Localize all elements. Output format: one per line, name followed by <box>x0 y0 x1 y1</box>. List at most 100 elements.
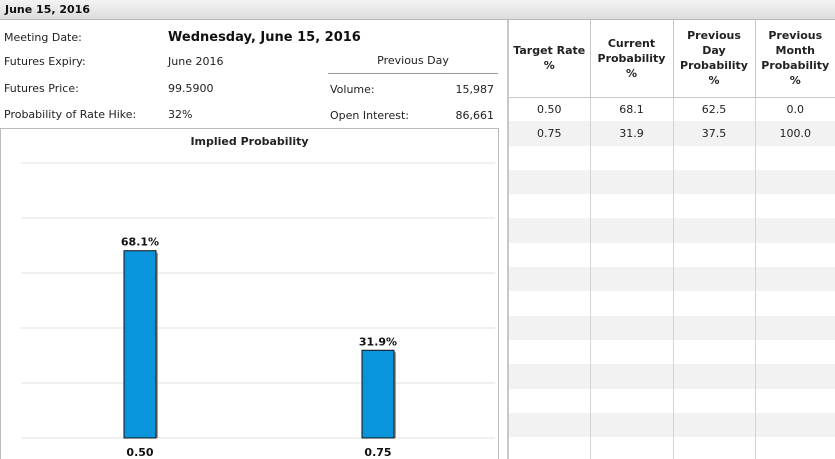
table-row <box>509 291 835 316</box>
table-cell <box>509 267 591 292</box>
table-row <box>509 194 835 219</box>
panel-divider <box>507 20 509 459</box>
table-cell <box>509 291 591 316</box>
table-cell <box>755 364 835 389</box>
table-cell: 37.5 <box>673 121 756 146</box>
table-cell: 0.50 <box>509 97 591 122</box>
open-interest-value: 86,661 <box>455 109 495 122</box>
table-cell <box>590 169 674 195</box>
chart-bar <box>123 250 157 439</box>
table-cell <box>590 315 674 340</box>
table-cell <box>590 218 674 243</box>
chart-bar <box>361 349 395 439</box>
table-cell <box>509 437 591 459</box>
table-cell <box>755 291 835 315</box>
table-cell: 68.1 <box>590 97 674 122</box>
table-cell <box>509 145 591 170</box>
table-row <box>509 364 835 389</box>
table-cell <box>509 412 591 438</box>
summary-panel: Meeting Date: Wednesday, June 15, 2016 F… <box>0 20 507 459</box>
table-row <box>509 267 835 292</box>
table-cell <box>755 267 835 292</box>
implied-probability-chart: 68.1% 0.50 31.9% 0.75 Implied Probability <box>0 128 499 459</box>
table-cell <box>673 315 756 340</box>
table-cell <box>755 437 835 459</box>
table-cell <box>590 242 674 268</box>
table-cell <box>590 291 674 316</box>
open-interest-label: Open Interest: <box>330 109 409 122</box>
table-cell <box>509 194 591 219</box>
probability-table-panel: Target Rate % Current Probability % Previo… <box>509 20 835 459</box>
table-header-cell[interactable]: Previous Day Probability % <box>673 20 756 98</box>
futures-expiry-label: Futures Expiry: <box>4 55 86 68</box>
prob-hike-label: Probability of Rate Hike: <box>4 108 137 121</box>
table-cell <box>590 145 674 170</box>
chart-data-label: 31.9% <box>359 335 397 348</box>
table-cell: 31.9 <box>590 121 674 146</box>
previous-day-header: Previous Day <box>328 52 498 74</box>
chart-category-label: 0.75 <box>364 446 391 459</box>
table-cell <box>755 340 835 364</box>
date-tab-label: June 15, 2016 <box>5 3 90 16</box>
table-cell <box>673 412 756 438</box>
table-row <box>509 412 835 438</box>
table-cell <box>590 388 674 413</box>
table-cell <box>673 218 756 243</box>
chart-canvas: 68.1% 0.50 31.9% 0.75 <box>21 162 495 459</box>
table-cell <box>755 389 835 413</box>
futures-price-value: 99.5900 <box>168 82 214 95</box>
table-cell <box>673 388 756 413</box>
table-cell <box>673 339 756 365</box>
table-cell <box>509 169 591 195</box>
table-cell <box>590 194 674 219</box>
table-cell <box>673 169 756 195</box>
date-tab[interactable]: June 15, 2016 <box>0 0 835 20</box>
table-cell <box>755 243 835 267</box>
table-cell <box>673 364 756 389</box>
table-cell <box>755 412 835 438</box>
table-row: 0.75 31.9 37.5 100.0 <box>509 121 835 146</box>
table-row <box>509 339 835 365</box>
table-cell: 62.5 <box>673 97 756 122</box>
table-cell <box>509 218 591 243</box>
table-row: 0.50 68.1 62.5 0.0 <box>509 97 835 122</box>
table-row <box>509 315 835 340</box>
table-cell <box>590 412 674 438</box>
table-row <box>509 145 835 170</box>
table-cell <box>673 242 756 268</box>
table-header-cell[interactable]: Current Probability % <box>590 20 674 98</box>
table-cell <box>673 291 756 316</box>
table-cell <box>673 194 756 219</box>
table-cell <box>590 437 674 459</box>
table-cell <box>509 388 591 413</box>
chart-category-label: 0.50 <box>126 446 153 459</box>
table-row <box>509 242 835 268</box>
table-cell <box>755 146 835 170</box>
meeting-date-label: Meeting Date: <box>4 31 82 44</box>
table-body: 0.50 68.1 62.5 0.0 0.75 31.9 37.5 100.0 <box>509 97 835 459</box>
table-cell <box>590 339 674 365</box>
table-cell <box>755 218 835 243</box>
futures-price-label: Futures Price: <box>4 82 79 95</box>
table-row <box>509 218 835 243</box>
table-row <box>509 388 835 413</box>
table-cell: 100.0 <box>755 121 835 146</box>
chart-data-label: 68.1% <box>121 236 159 249</box>
table-header-cell[interactable]: Target Rate % <box>509 20 591 98</box>
table-cell <box>673 437 756 459</box>
futures-expiry-value: June 2016 <box>168 55 224 68</box>
table-row <box>509 169 835 195</box>
table-cell <box>509 242 591 268</box>
table-cell <box>509 364 591 389</box>
table-cell: 0.75 <box>509 121 591 146</box>
chart-title: Implied Probability <box>190 135 309 148</box>
volume-value: 15,987 <box>455 83 495 96</box>
probability-table: Target Rate % Current Probability % Previo… <box>509 20 835 459</box>
table-cell: 0.0 <box>786 102 805 116</box>
table-cell <box>673 145 756 170</box>
table-row <box>509 437 835 459</box>
table-cell <box>673 267 756 292</box>
table-cell <box>755 194 835 218</box>
table-header-cell[interactable]: Previous Month Probability % <box>755 20 835 98</box>
table-header-row: Target Rate % Current Probability % Previo… <box>509 20 835 98</box>
